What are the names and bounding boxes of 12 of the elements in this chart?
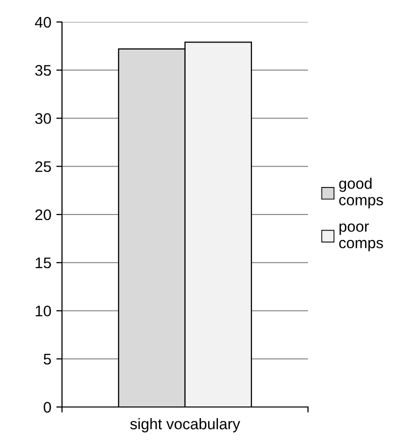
y-tick-label: 0 [44, 402, 51, 413]
y-tick-label: 20 [35, 209, 51, 220]
y-tick-label: 40 [34, 16, 51, 28]
legend-label: poor comps [339, 223, 383, 252]
y-tick-label: 25 [35, 161, 51, 172]
legend-label: good comps [339, 178, 383, 208]
x-tick-label: sight vocabulary [130, 418, 240, 432]
y-tick-label: 10 [36, 306, 51, 316]
y-tick-label: 15 [36, 258, 51, 268]
y-tick-label: 30 [35, 113, 51, 124]
y-tick-label: 35 [35, 64, 51, 76]
y-tick-label: 5 [44, 354, 51, 365]
